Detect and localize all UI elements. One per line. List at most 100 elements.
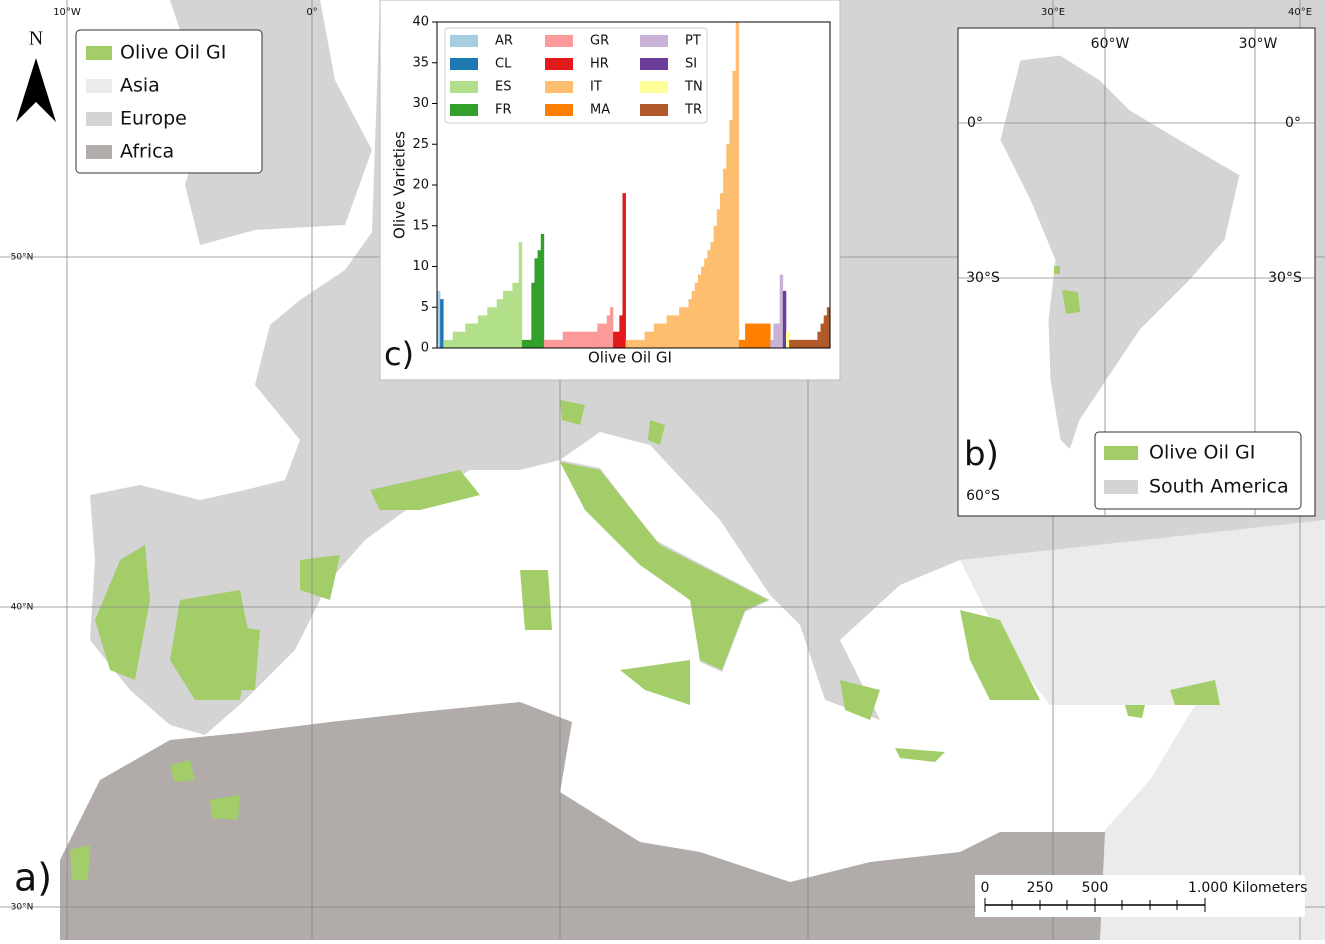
y-tick-label: 25 bbox=[412, 137, 429, 152]
bar bbox=[710, 242, 714, 348]
bar bbox=[609, 307, 614, 348]
bar bbox=[707, 250, 711, 348]
legend-label: ES bbox=[495, 80, 511, 95]
bar bbox=[477, 315, 482, 348]
bar bbox=[628, 339, 633, 348]
gi-area bbox=[1170, 680, 1220, 705]
legend-label: Europe bbox=[120, 108, 187, 130]
gi-area bbox=[648, 420, 665, 445]
bar bbox=[531, 282, 535, 348]
legend-swatch bbox=[450, 81, 478, 93]
y-tick-label: 30 bbox=[412, 96, 429, 111]
bar bbox=[437, 290, 441, 348]
x-axis-label: Olive Oil GI bbox=[588, 349, 672, 367]
bar bbox=[647, 331, 652, 348]
bar bbox=[653, 323, 658, 348]
inset-c: 0 5 10 15 20 25 30 35 40 AR CL ES FR GR HR IT MA PT SI TN T… bbox=[379, 0, 841, 381]
lat-label: 40°N bbox=[11, 603, 34, 613]
legend-label: AR bbox=[495, 34, 513, 49]
bar bbox=[455, 331, 460, 348]
y-tick-label: 40 bbox=[412, 15, 429, 30]
bar bbox=[474, 323, 479, 348]
panel-label: c) bbox=[384, 335, 414, 373]
legend-swatch bbox=[450, 58, 478, 70]
lon-label: 40°E bbox=[1288, 7, 1312, 18]
bar bbox=[745, 323, 749, 348]
scale-box bbox=[975, 875, 1305, 917]
legend-swatch bbox=[86, 145, 112, 159]
bar bbox=[657, 323, 661, 348]
y-axis-label: Olive Varieties bbox=[391, 131, 409, 239]
bar bbox=[499, 299, 504, 348]
bar bbox=[697, 274, 702, 348]
legend-swatch bbox=[640, 58, 668, 70]
scale-ticks bbox=[984, 898, 1206, 912]
legend-label: FR bbox=[495, 103, 512, 118]
bar bbox=[562, 331, 567, 348]
bar bbox=[716, 209, 721, 348]
legend-label: Africa bbox=[120, 141, 174, 163]
bar bbox=[666, 315, 670, 348]
gi-area bbox=[520, 570, 552, 630]
bar bbox=[644, 331, 648, 348]
bar bbox=[553, 339, 557, 348]
legend-swatch bbox=[640, 104, 668, 116]
bar bbox=[600, 323, 604, 348]
asia bbox=[960, 520, 1325, 940]
legend-label: GR bbox=[590, 34, 609, 49]
bar bbox=[814, 339, 818, 348]
bar bbox=[575, 331, 579, 348]
gi-area bbox=[1125, 705, 1145, 718]
bar bbox=[540, 233, 545, 348]
bar bbox=[449, 339, 454, 348]
scale-label: 500 bbox=[1082, 880, 1109, 896]
legend-swatch bbox=[640, 35, 668, 47]
bar bbox=[509, 290, 513, 348]
bar bbox=[606, 315, 611, 348]
panel-label: b) bbox=[964, 435, 999, 475]
bar bbox=[616, 331, 620, 348]
bar bbox=[820, 323, 825, 348]
bar bbox=[603, 323, 608, 348]
bar bbox=[817, 331, 821, 348]
legend-swatch bbox=[545, 104, 573, 116]
bar bbox=[481, 315, 485, 348]
legend-label: HR bbox=[590, 57, 609, 72]
bar bbox=[443, 339, 447, 348]
bar bbox=[757, 323, 762, 348]
bar bbox=[591, 331, 595, 348]
lon-label: 60°W bbox=[1091, 36, 1130, 52]
legend-box bbox=[444, 27, 708, 124]
y-tick-label: 35 bbox=[412, 55, 429, 70]
y-tick-label: 0 bbox=[421, 341, 429, 356]
bar bbox=[823, 315, 828, 348]
gi-area bbox=[840, 680, 880, 720]
legend-swatch bbox=[640, 81, 668, 93]
gi-area bbox=[200, 620, 260, 690]
bar bbox=[525, 339, 529, 348]
panel-label: a) bbox=[14, 856, 52, 900]
gi-area bbox=[620, 660, 690, 705]
bar bbox=[691, 290, 696, 348]
lon-label: 10°W bbox=[53, 7, 81, 18]
bar bbox=[462, 331, 466, 348]
legend-label: Olive Oil GI bbox=[1149, 442, 1255, 464]
bar bbox=[613, 331, 617, 348]
legend-swatch bbox=[86, 46, 112, 60]
bar bbox=[569, 331, 573, 348]
africa bbox=[60, 702, 1105, 940]
bar bbox=[631, 339, 636, 348]
bar bbox=[735, 22, 740, 348]
bar bbox=[767, 323, 771, 348]
bar bbox=[782, 290, 787, 348]
legend-swatch bbox=[450, 104, 478, 116]
bar bbox=[521, 339, 526, 348]
bar bbox=[789, 339, 793, 348]
legend-swatch bbox=[545, 81, 573, 93]
legend-label: Asia bbox=[120, 75, 160, 97]
bar bbox=[704, 258, 708, 348]
bar bbox=[468, 323, 472, 348]
gi-area bbox=[560, 400, 585, 425]
bar bbox=[663, 323, 667, 348]
bar bbox=[773, 323, 777, 348]
